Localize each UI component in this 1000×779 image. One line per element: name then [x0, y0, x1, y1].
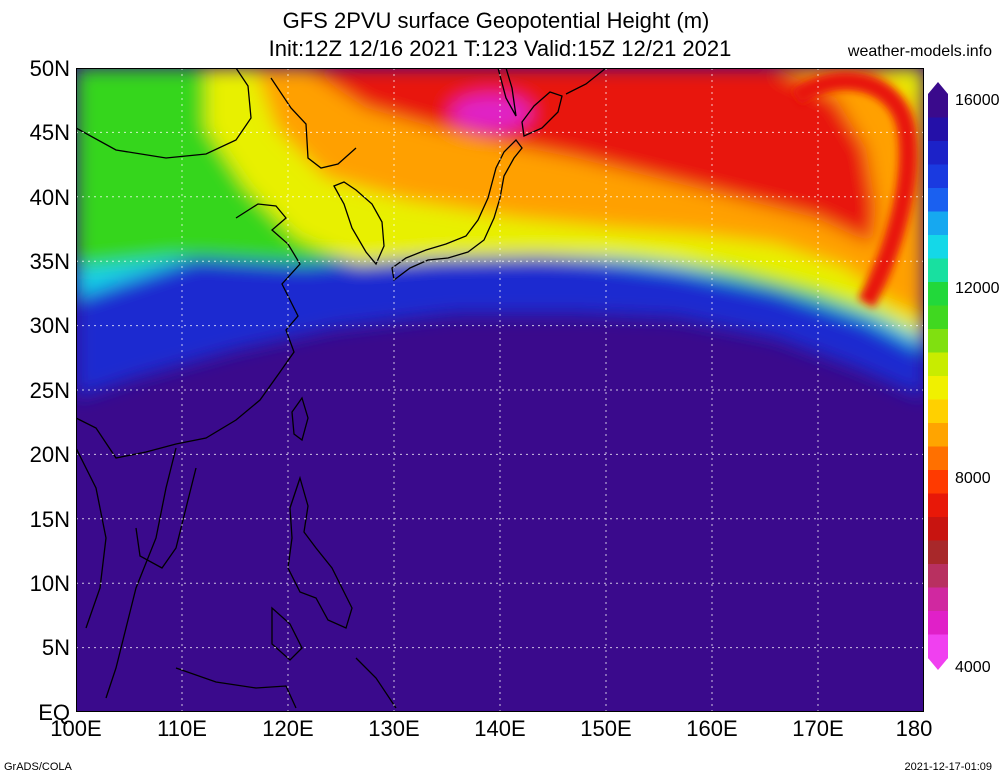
lon-label-170e: 170E	[792, 716, 844, 741]
map-plot	[76, 68, 924, 712]
colorbar-segment	[928, 188, 948, 212]
chart-subtitle: Init:12Z 12/16 2021 T:123 Valid:15Z 12/2…	[268, 36, 732, 61]
colorbar	[928, 82, 948, 670]
red-hook	[790, 72, 917, 308]
lat-label-10n: 10N	[29, 571, 70, 596]
magenta-core	[451, 95, 531, 131]
lat-label-35n: 35N	[29, 249, 70, 274]
colorbar-segment	[928, 305, 948, 330]
map-frame	[76, 68, 924, 712]
colorbar-segment	[928, 423, 948, 447]
colorbar-segment	[928, 587, 948, 612]
colorbar-segment	[928, 94, 948, 118]
lon-label-110e: 110E	[157, 716, 207, 741]
colorbar-segment	[928, 282, 948, 306]
colorbar-label-12000: 12000	[955, 280, 1000, 297]
colorbar-segment	[928, 634, 948, 659]
colorbar-segment	[928, 164, 948, 189]
colorbar-label-16000: 16000	[955, 92, 1000, 109]
blue-band	[76, 252, 924, 398]
colorbar-segment	[928, 470, 948, 494]
colorbar-label-8000: 8000	[955, 470, 991, 487]
lon-label-180: 180	[895, 716, 933, 741]
colorbar-segment	[928, 493, 948, 518]
colorbar-segment	[928, 329, 948, 353]
colorbar-segment	[928, 446, 948, 471]
colorbar-segment	[928, 117, 948, 142]
lat-label-5n: 5N	[41, 635, 70, 660]
lat-label-45n: 45N	[29, 120, 70, 145]
colorbar-segment	[928, 352, 948, 377]
colorbar-label-4000: 4000	[955, 659, 991, 676]
colorbar-segment	[928, 564, 948, 588]
land-outlines	[76, 68, 607, 709]
lat-label-50n: 50N	[29, 56, 70, 81]
lat-label-15n: 15N	[29, 507, 70, 532]
colorbar-segment	[928, 540, 948, 565]
colorbar-segment	[928, 258, 948, 283]
lat-label-20n: 20N	[29, 442, 70, 467]
colorbar-segment	[928, 376, 948, 400]
lat-label-40n: 40N	[29, 185, 70, 210]
lon-label-100e: 100E	[50, 716, 102, 741]
lon-label-130e: 130E	[368, 716, 420, 741]
colorbar-segment	[928, 141, 948, 165]
lon-label-160e: 160E	[686, 716, 738, 741]
timestamp-label: 2021-12-17-01:09	[904, 761, 992, 773]
colorbar-segment	[928, 611, 948, 635]
lat-label-25n: 25N	[29, 378, 70, 403]
brand-label: weather-models.info	[847, 43, 992, 60]
lon-label-150e: 150E	[580, 716, 632, 741]
colorbar-top-arrow	[928, 82, 948, 94]
lon-label-140e: 140E	[474, 716, 526, 741]
colorbar-segment	[928, 517, 948, 541]
colorbar-bottom-arrow	[928, 658, 948, 670]
lat-label-eq: EQ	[38, 700, 70, 725]
red-band	[306, 68, 876, 244]
colorbar-segment	[928, 211, 948, 236]
colorbar-segment	[928, 235, 948, 259]
credit-label: GrADS/COLA	[4, 761, 72, 773]
chart-title: GFS 2PVU surface Geopotential Height (m)	[282, 8, 710, 33]
lat-label-30n: 30N	[29, 313, 70, 338]
lon-label-120e: 120E	[262, 716, 314, 741]
colorbar-segment	[928, 399, 948, 424]
